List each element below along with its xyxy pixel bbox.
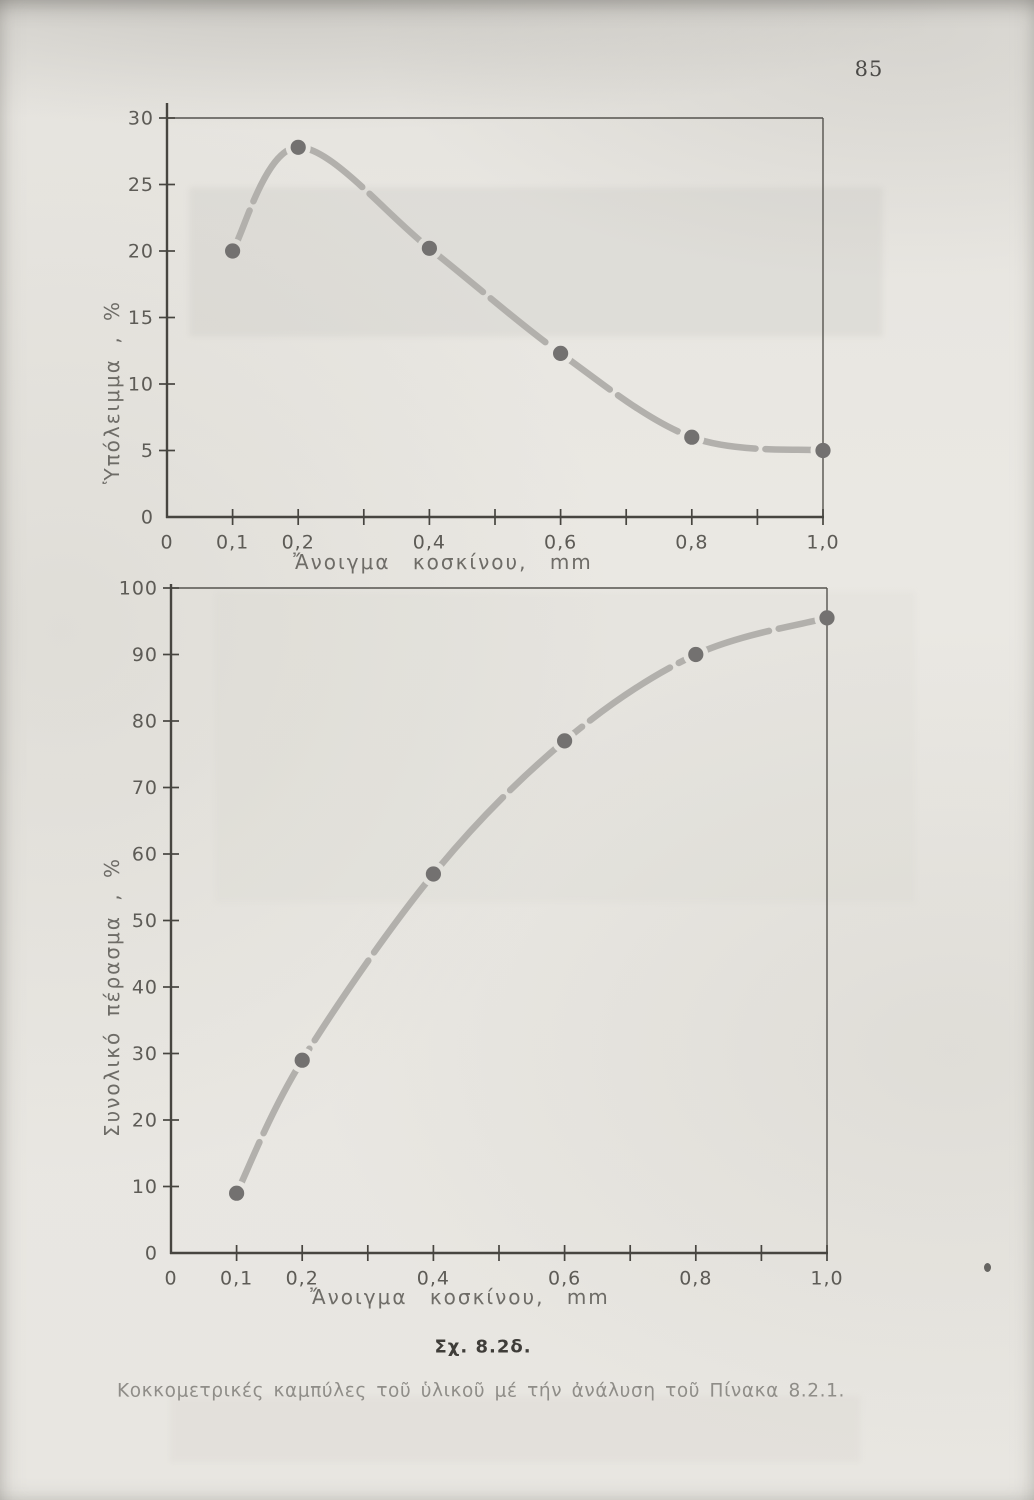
data-point <box>229 1185 245 1201</box>
y-tick-label: 100 <box>119 578 158 600</box>
y-tick-label: 0 <box>145 1243 158 1265</box>
data-point <box>819 610 835 626</box>
y-tick-label: 25 <box>128 174 154 196</box>
y-tick-label: 30 <box>128 108 154 130</box>
x-tick-label: 1,0 <box>810 1268 843 1290</box>
residue-chart: 0 0,1 0,2 0,4 0,6 0,8 1,0 0 5 10 15 20 25 30 <box>128 103 839 554</box>
x-tick-label: 0,4 <box>413 532 446 554</box>
x-tick-label: 0,6 <box>544 532 577 554</box>
figure-caption-text: Κοκκομετρικές καμπύλες τοῦ ὑλικοῦ μέ τήν… <box>117 1380 845 1402</box>
data-point <box>684 429 700 445</box>
x-tick-label: 0,2 <box>282 532 315 554</box>
x-tick-label: 1,0 <box>806 532 839 554</box>
data-point <box>815 442 831 459</box>
data-point <box>557 733 573 749</box>
y-tick-label: 50 <box>132 910 158 932</box>
cumulative-passing-chart-xlabel: Ἄνοιγμα κοσκίνου, mm <box>310 1285 610 1309</box>
y-tick-label: 15 <box>128 307 154 329</box>
y-tick-label: 0 <box>141 507 154 529</box>
x-tick-label: 0 <box>160 532 173 554</box>
y-tick-label: 90 <box>132 644 158 666</box>
data-point <box>553 345 569 361</box>
x-tick-label: 0 <box>164 1268 177 1290</box>
data-point <box>225 243 241 259</box>
y-tick-label: 10 <box>128 374 154 396</box>
data-point <box>421 240 437 256</box>
cumulative-passing-chart-ylabel: Συνολικό πέρασμα , % <box>100 857 124 1137</box>
y-tick-label: 5 <box>141 440 154 462</box>
x-tick-label: 0,8 <box>675 532 708 554</box>
x-tick-label: 0,4 <box>417 1268 450 1290</box>
x-tick-label: 0,2 <box>286 1268 319 1290</box>
data-point <box>290 139 306 155</box>
y-tick-label: 70 <box>132 777 158 799</box>
x-tick-label: 0,6 <box>548 1268 581 1290</box>
scan-speck <box>984 1263 991 1272</box>
y-tick-label: 80 <box>132 711 158 733</box>
data-point <box>294 1052 310 1068</box>
figure-caption-title: Σχ. 8.2δ. <box>434 1336 532 1358</box>
x-tick-label: 0,8 <box>679 1268 712 1290</box>
x-tick-label: 0,1 <box>220 1268 253 1290</box>
y-tick-label: 30 <box>132 1043 158 1065</box>
residue-chart-xlabel: Ἄνοιγμα κοσκίνου, mm <box>293 550 593 574</box>
data-point <box>688 646 704 663</box>
y-tick-label: 20 <box>128 241 154 263</box>
residue-chart-ylabel: Ὑπόλειμμα , % <box>100 299 124 485</box>
cumulative-passing-chart: 0 0,1 0,2 0,4 0,6 0,8 1,0 0 10 20 30 40 50 60 70 80 90 10… <box>119 578 843 1290</box>
page-number: 85 <box>854 57 884 81</box>
y-tick-label: 20 <box>132 1110 158 1132</box>
curve <box>233 614 831 1197</box>
y-tick-label: 60 <box>132 844 158 866</box>
y-tick-label: 40 <box>132 977 158 999</box>
y-tick-label: 10 <box>132 1176 158 1198</box>
data-point <box>425 866 441 882</box>
curve <box>229 144 827 454</box>
x-tick-label: 0,1 <box>216 532 249 554</box>
